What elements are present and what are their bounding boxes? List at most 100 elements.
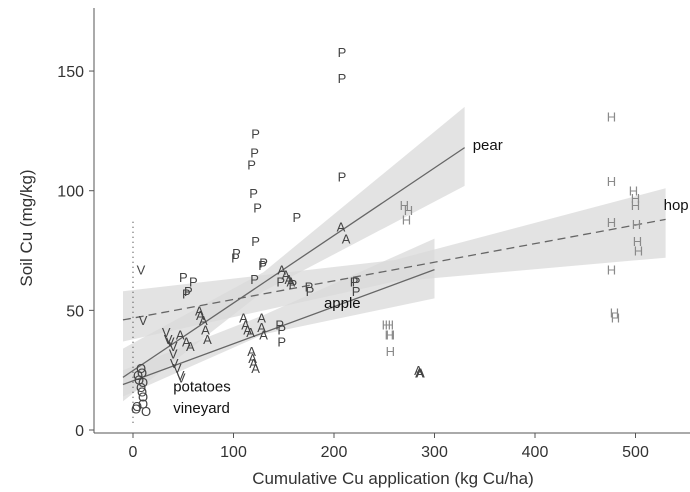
pear-point: P <box>275 318 284 333</box>
vineyard-point: V <box>139 313 148 328</box>
apple-point: A <box>277 263 286 278</box>
pear-point: P <box>258 258 267 273</box>
x-tick-label: 500 <box>622 444 649 461</box>
pear-point: P <box>306 284 315 299</box>
apple-point: A <box>259 327 268 342</box>
pear-point: P <box>249 186 258 201</box>
hop-point: H <box>404 203 413 218</box>
hop-point: H <box>607 215 616 230</box>
potatoes-point: O <box>138 397 148 412</box>
pear-point: P <box>253 201 262 216</box>
hop-series-label: hop <box>664 197 689 214</box>
pear-point: P <box>232 246 241 261</box>
pear-point: P <box>292 210 301 225</box>
vineyard-point: V <box>162 325 171 340</box>
x-tick-label: 200 <box>321 444 348 461</box>
x-tick-label: 100 <box>220 444 247 461</box>
y-tick-label: 50 <box>66 303 84 320</box>
apple-point: A <box>196 308 205 323</box>
hop-point: H <box>631 198 640 213</box>
apple-point: A <box>257 320 266 335</box>
hop-point: H <box>386 327 395 342</box>
x-tick-label: 0 <box>129 444 138 461</box>
fit-lines-layer <box>122 147 666 423</box>
hop-point: H <box>607 263 616 278</box>
potatoes-point: O <box>141 404 151 419</box>
apple-point: A <box>251 361 260 376</box>
hop-point: H <box>400 198 409 213</box>
potatoes-point: O <box>136 380 146 395</box>
apple-point: A <box>248 351 257 366</box>
hop-point: H <box>610 306 619 321</box>
apple-point: A <box>342 232 351 247</box>
hop-point: H <box>633 234 642 249</box>
pear-point: P <box>352 275 361 290</box>
hop-point: H <box>611 311 620 326</box>
pear-point: P <box>338 71 347 86</box>
apple-point: A <box>249 356 258 371</box>
pear-point: P <box>288 277 297 292</box>
pear-point: P <box>231 251 240 266</box>
pear-point: P <box>350 275 359 290</box>
pear-point: P <box>251 126 260 141</box>
potatoes-point: O <box>134 373 144 388</box>
apple-series-label: apple <box>324 295 361 312</box>
apple-point: A <box>414 363 423 378</box>
hop-point: H <box>385 327 394 342</box>
apple-point: A <box>416 366 425 381</box>
hop-point: H <box>402 212 411 227</box>
potatoes-point: O <box>137 385 147 400</box>
vineyard-point: V <box>169 339 178 354</box>
hop-point: H <box>607 174 616 189</box>
potatoes-point: O <box>138 390 148 405</box>
vineyard-point: V <box>137 263 146 278</box>
pear-point: P <box>189 275 198 290</box>
hop-fit-line <box>122 218 666 321</box>
hop-point: H <box>386 344 395 359</box>
apple-point: A <box>241 318 250 333</box>
apple-point: A <box>186 339 195 354</box>
pear-point: P <box>250 145 259 160</box>
apple-point: A <box>176 327 185 342</box>
vineyard-point: V <box>166 335 175 350</box>
pear-point: P <box>305 279 314 294</box>
potatoes-point: O <box>132 399 142 414</box>
potatoes-point: O <box>136 361 146 376</box>
hop-point: H <box>382 318 391 333</box>
potatoes-point: O <box>137 366 147 381</box>
pear-point: P <box>259 256 268 271</box>
apple-point: A <box>243 323 252 338</box>
pear-point: P <box>277 335 286 350</box>
apple-point: A <box>284 272 293 287</box>
pear-point: P <box>182 287 191 302</box>
hop-point: H <box>629 184 638 199</box>
potatoes-point: O <box>131 402 141 417</box>
x-tick-label: 300 <box>421 444 448 461</box>
y-tick-label: 100 <box>57 184 84 201</box>
vineyard-point: V <box>176 368 185 383</box>
x-axis-label: Cumulative Cu application (kg Cu/ha) <box>252 469 534 488</box>
hop-point: H <box>385 318 394 333</box>
pear-point: P <box>184 284 193 299</box>
pear-point: P <box>338 45 347 60</box>
pear-point: P <box>250 272 259 287</box>
hop-point: H <box>632 217 641 232</box>
apple-point: A <box>415 366 424 381</box>
pear-fit-line <box>122 147 466 378</box>
apple-point: A <box>247 344 256 359</box>
apple-point: A <box>182 335 191 350</box>
apple-point: A <box>239 311 248 326</box>
pear-confidence-band <box>123 106 465 402</box>
apple-point: A <box>199 313 208 328</box>
vineyard-point: V <box>177 370 186 385</box>
vineyard-point: V <box>169 346 178 361</box>
apple-point: A <box>337 220 346 235</box>
pear-point: P <box>247 157 256 172</box>
pear-point: P <box>251 234 260 249</box>
pear-point: P <box>338 169 347 184</box>
apple-point: A <box>281 268 290 283</box>
x-tick-label: 400 <box>522 444 549 461</box>
potatoes-series-label: potatoes <box>173 379 231 396</box>
pear-series-label: pear <box>473 137 503 154</box>
